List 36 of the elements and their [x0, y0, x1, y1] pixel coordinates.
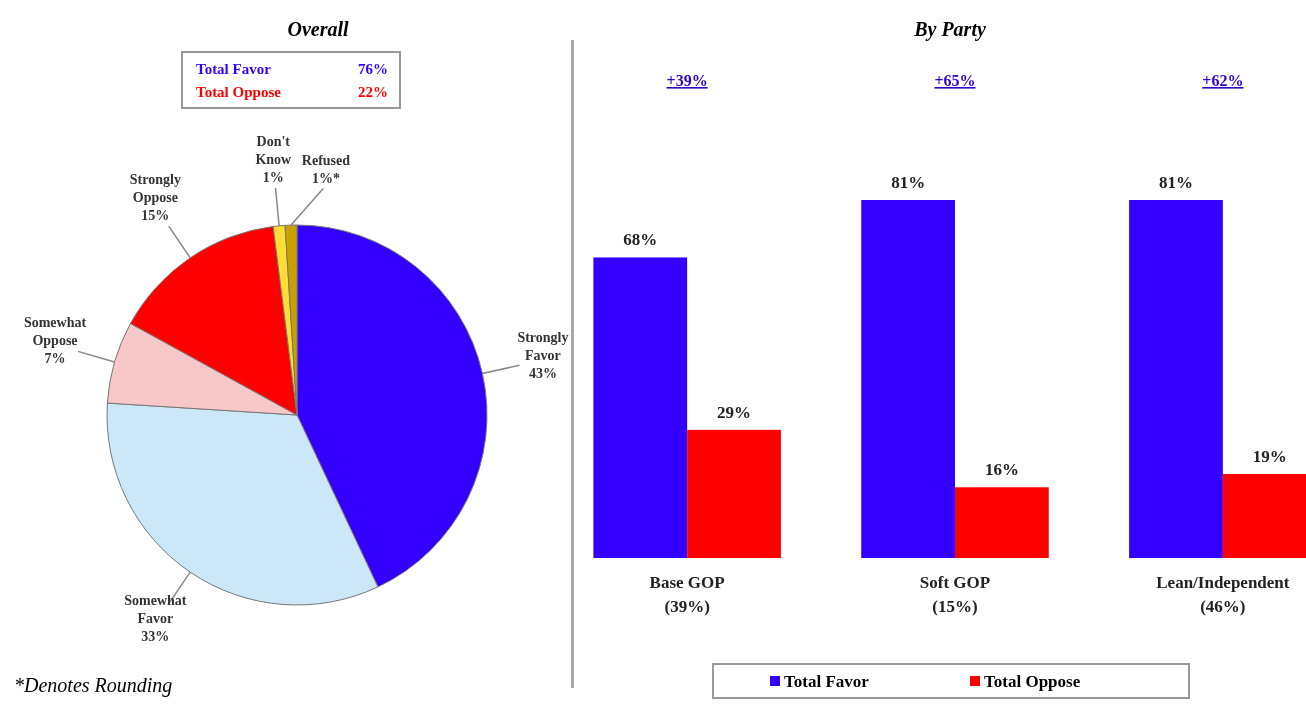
text: Total Favor 76% [196, 61, 388, 77]
chart-title: By Party [913, 18, 986, 41]
data-label: 33% [141, 629, 170, 645]
data-label: 7% [44, 350, 66, 366]
text: +65% [934, 72, 976, 89]
bar [1129, 200, 1223, 558]
slice-label: Somewhat Favor [124, 593, 187, 627]
data-label: 81% [891, 173, 926, 192]
bar [593, 257, 688, 558]
slice-label: Don't Know [255, 134, 293, 168]
bar [861, 200, 955, 558]
text: *Denotes Rounding [14, 674, 173, 697]
x-tick-label: Lean/Independent (46%) [1156, 573, 1290, 616]
data-label: 1%* [311, 170, 340, 186]
data-label: 19% [1252, 447, 1287, 467]
slice-label: Somewhat Oppose [23, 314, 87, 348]
data-label: 16% [984, 460, 1019, 480]
data-label: 15% [141, 208, 170, 224]
slice-label: Strongly Oppose [129, 172, 181, 206]
text: Total Oppose 22% [196, 84, 388, 100]
slice-label: Refused [301, 152, 351, 168]
data-label: 1% [262, 170, 284, 186]
legend-label: Total Oppose [984, 672, 1081, 691]
x-tick-label: Soft GOP (15%) [919, 573, 991, 616]
data-label: 81% [1158, 173, 1193, 192]
slice-label: Strongly Favor [517, 330, 569, 364]
x-tick-label: Base GOP (39%) [649, 573, 725, 616]
chart-title: Overall [287, 18, 349, 40]
text: +62% [1202, 72, 1244, 89]
bar [687, 429, 781, 558]
data-label: 68% [623, 230, 658, 250]
data-label: 29% [717, 402, 752, 422]
text: +39% [666, 72, 708, 89]
legend-label: Total Favor [784, 672, 870, 691]
bar [955, 487, 1049, 558]
data-label: 43% [528, 366, 557, 382]
